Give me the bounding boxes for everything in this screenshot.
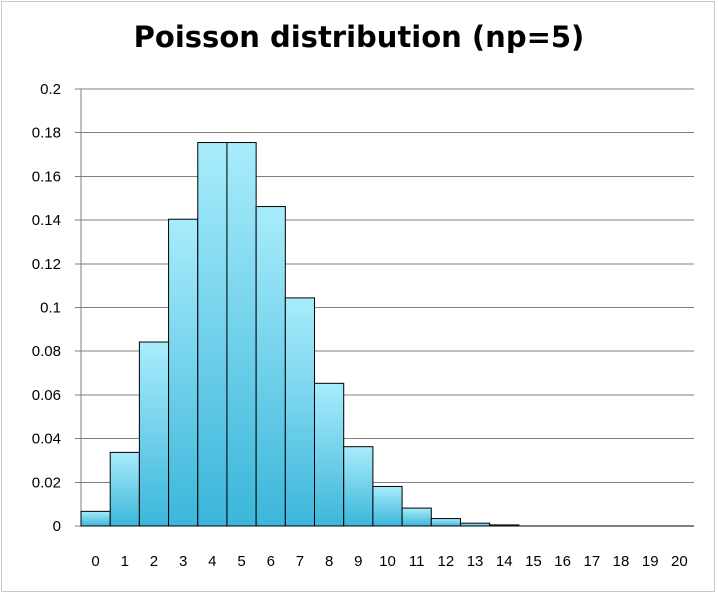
y-tick-label: 0.2 <box>40 81 61 98</box>
y-tick-label: 0.06 <box>32 387 61 404</box>
y-tick-label: 0 <box>53 518 61 535</box>
x-tick-label: 3 <box>179 553 187 570</box>
x-tick-label: 1 <box>121 553 129 570</box>
x-tick-label: 7 <box>296 553 304 570</box>
x-tick-label: 9 <box>354 553 362 570</box>
x-axis-ticks: 0 1 2 3 4 5 6 7 8 9 10 11 12 13 14 15 16 17 18 19 20 <box>91 553 687 570</box>
x-tick-label: 4 <box>208 553 216 570</box>
x-tick-label: 18 <box>613 553 630 570</box>
x-tick-label: 13 <box>467 553 484 570</box>
bars <box>80 142 694 527</box>
y-tick-label: 0.16 <box>32 168 61 185</box>
bar-6 <box>255 206 286 527</box>
bar-5 <box>226 142 257 527</box>
x-tick-label: 0 <box>91 553 99 570</box>
x-tick-label: 10 <box>379 553 396 570</box>
x-tick-label: 14 <box>496 553 513 570</box>
y-axis-ticks: 0 0.02 0.04 0.06 0.08 0.1 0.12 0.14 0.16 0.18 0.2 <box>32 81 61 535</box>
x-tick-label: 15 <box>525 553 542 570</box>
bar-0 <box>80 510 111 527</box>
x-tick-label: 6 <box>267 553 275 570</box>
bar-8 <box>314 382 345 527</box>
y-tick-label: 0.18 <box>32 125 61 142</box>
y-tick-label: 0.12 <box>32 256 61 273</box>
y-tick-label: 0.08 <box>32 343 61 360</box>
y-tick-label: 0.02 <box>32 474 61 491</box>
bar-9 <box>343 446 374 527</box>
x-tick-label: 5 <box>237 553 245 570</box>
x-tick-label: 19 <box>642 553 659 570</box>
x-tick-label: 8 <box>325 553 333 570</box>
bar-3 <box>168 218 199 527</box>
bar-10 <box>372 485 403 527</box>
bar-1 <box>109 451 140 527</box>
x-tick-label: 16 <box>554 553 571 570</box>
bar-2 <box>138 341 170 527</box>
y-tick-label: 0.1 <box>40 300 61 317</box>
chart-title: Poisson distribution (np=5) <box>133 20 585 54</box>
bar-12 <box>430 518 461 527</box>
bar-11 <box>401 507 432 527</box>
bar-7 <box>284 297 316 527</box>
x-tick-label: 20 <box>671 553 688 570</box>
x-tick-label: 17 <box>583 553 600 570</box>
y-tick-label: 0.04 <box>32 431 61 448</box>
x-tick-label: 2 <box>150 553 158 570</box>
y-tick-label: 0.14 <box>32 212 61 229</box>
bar-4 <box>197 142 228 527</box>
x-tick-label: 11 <box>409 553 425 570</box>
x-tick-label: 12 <box>438 553 455 570</box>
